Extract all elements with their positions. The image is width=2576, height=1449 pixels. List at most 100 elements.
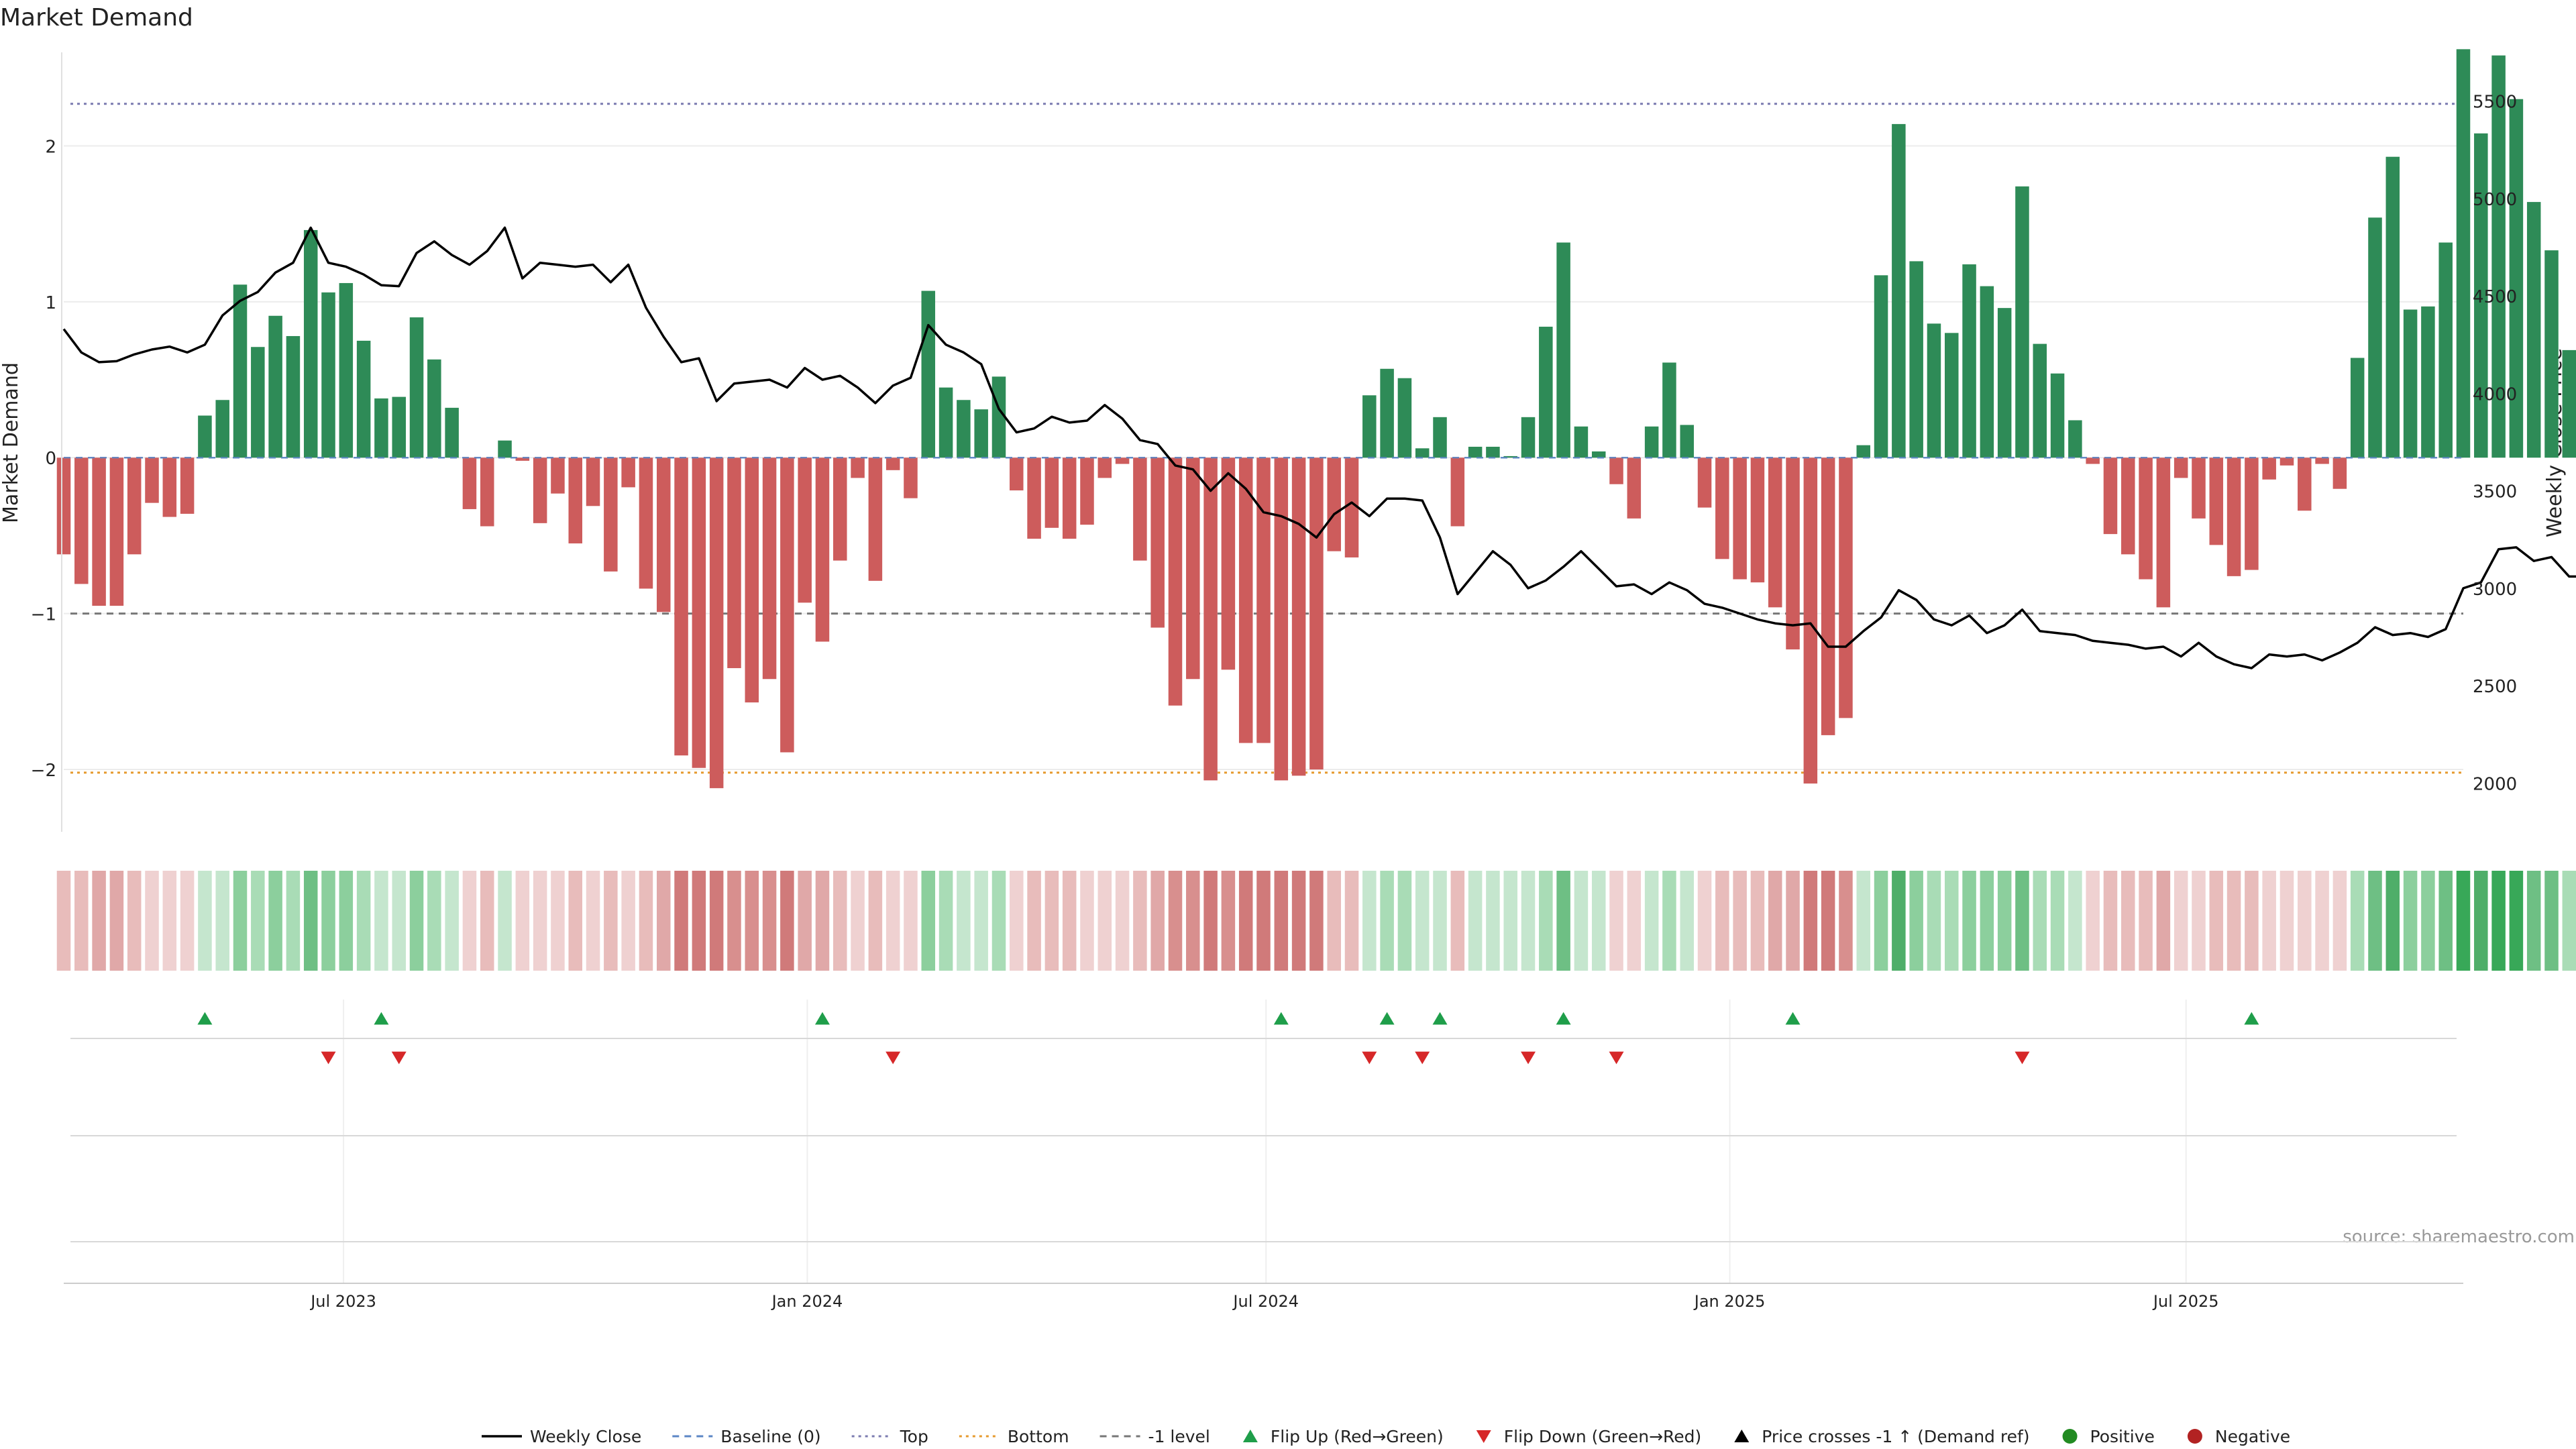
demand-bar xyxy=(727,458,741,668)
demand-bar xyxy=(1362,395,1377,458)
demand-bar xyxy=(1821,458,1835,735)
flip-up-marker xyxy=(1273,1012,1289,1025)
demand-bar xyxy=(1010,458,1024,491)
strength-cell xyxy=(957,871,971,971)
demand-bar xyxy=(1697,458,1712,508)
demand-bar xyxy=(1238,458,1253,743)
strength-cell xyxy=(921,871,936,971)
strength-cell xyxy=(1327,871,1341,971)
strength-cell xyxy=(1309,871,1324,971)
demand-bar xyxy=(303,229,318,458)
legend-item: Positive xyxy=(2062,1427,2155,1446)
demand-bar xyxy=(2315,458,2329,464)
strength-cell xyxy=(2279,871,2294,971)
strength-cell xyxy=(1539,871,1553,971)
demand-bar xyxy=(1944,333,1959,458)
flip-down-marker xyxy=(1521,1051,1536,1065)
demand-bar xyxy=(1468,446,1483,458)
demand-bar xyxy=(815,458,830,642)
strength-cell xyxy=(1803,871,1818,971)
demand-bar xyxy=(2491,55,2506,458)
legend-swatch-up xyxy=(1242,1430,1258,1442)
y-tick-label: −2 xyxy=(31,761,56,781)
strength-cell xyxy=(2015,871,2029,971)
x-tick-label: Jan 2024 xyxy=(771,1292,843,1311)
legend-swatch-up xyxy=(1734,1430,1750,1442)
y2-tick-label: 4000 xyxy=(2473,384,2517,405)
demand-bar xyxy=(586,458,600,506)
strength-cell xyxy=(851,871,865,971)
demand-bar xyxy=(1062,458,1077,539)
demand-bar xyxy=(1962,264,1976,458)
strength-cell xyxy=(1362,871,1377,971)
legend-item: Negative xyxy=(2187,1427,2290,1446)
demand-bar xyxy=(462,458,477,509)
strength-cell xyxy=(1962,871,1976,971)
demand-bar xyxy=(92,458,106,606)
demand-bar xyxy=(1415,448,1430,458)
strength-cell xyxy=(1521,871,1536,971)
flip-up-marker xyxy=(2244,1012,2259,1025)
demand-bar xyxy=(1997,308,2012,458)
strength-cell xyxy=(1715,871,1729,971)
strength-cell xyxy=(2139,871,2153,971)
demand-bar xyxy=(2245,458,2259,570)
demand-bar xyxy=(2368,217,2382,458)
flip-down-marker xyxy=(1415,1051,1430,1065)
flip-up-marker xyxy=(1432,1012,1448,1025)
strength-cell xyxy=(1856,871,1871,971)
strength-cell xyxy=(1380,871,1394,971)
strength-cell xyxy=(1892,871,1906,971)
strength-cell xyxy=(639,871,653,971)
strength-cell xyxy=(409,871,424,971)
strength-cell xyxy=(2209,871,2224,971)
strength-cell xyxy=(1609,871,1623,971)
demand-bar xyxy=(515,458,530,461)
demand-bar xyxy=(2298,458,2312,511)
legend-item: Flip Down (Green→Red) xyxy=(1476,1427,1701,1446)
strength-cell xyxy=(692,871,706,971)
strength-cell xyxy=(268,871,282,971)
legend-label: Positive xyxy=(2090,1427,2155,1446)
demand-bar xyxy=(1291,458,1306,776)
flip-up-marker xyxy=(814,1012,830,1025)
demand-bar xyxy=(957,400,971,458)
x-tick-label: Jul 2024 xyxy=(1232,1292,1299,1311)
y-tick-label: 1 xyxy=(45,293,56,313)
strength-cell xyxy=(145,871,159,971)
demand-bar xyxy=(2174,458,2188,478)
demand-bar xyxy=(180,458,195,514)
demand-bar xyxy=(604,458,618,572)
strength-cell xyxy=(1733,871,1747,971)
price-series xyxy=(62,226,2576,669)
demand-bar xyxy=(868,458,883,581)
demand-bar xyxy=(1715,458,1729,559)
demand-bar xyxy=(2526,202,2541,458)
legend: Weekly Close Baseline (0) Top Bottom -1 leve… xyxy=(482,1427,2290,1446)
strength-cell xyxy=(2298,871,2312,971)
y-tick-label: −1 xyxy=(31,605,56,625)
demand-bar xyxy=(145,458,159,503)
strength-cell xyxy=(1415,871,1430,971)
strength-cell xyxy=(2562,871,2576,971)
demand-bar xyxy=(1874,275,1888,458)
strength-cell xyxy=(780,871,794,971)
strength-cell xyxy=(1186,871,1200,971)
demand-bar xyxy=(498,440,512,458)
demand-bar xyxy=(1380,368,1394,458)
strength-cell xyxy=(1044,871,1059,971)
strength-cell xyxy=(1627,871,1642,971)
strength-cell xyxy=(374,871,388,971)
demand-bar xyxy=(1839,458,1853,718)
strength-cell xyxy=(1980,871,1994,971)
demand-bar xyxy=(991,376,1006,458)
demand-bar xyxy=(1503,455,1517,458)
strength-cell xyxy=(251,871,265,971)
strength-cell xyxy=(427,871,441,971)
demand-bar xyxy=(2350,358,2365,458)
strength-cell xyxy=(904,871,918,971)
strength-cell xyxy=(498,871,512,971)
strength-cell xyxy=(2438,871,2453,971)
demand-bar xyxy=(2438,242,2453,458)
strength-cell xyxy=(2526,871,2541,971)
